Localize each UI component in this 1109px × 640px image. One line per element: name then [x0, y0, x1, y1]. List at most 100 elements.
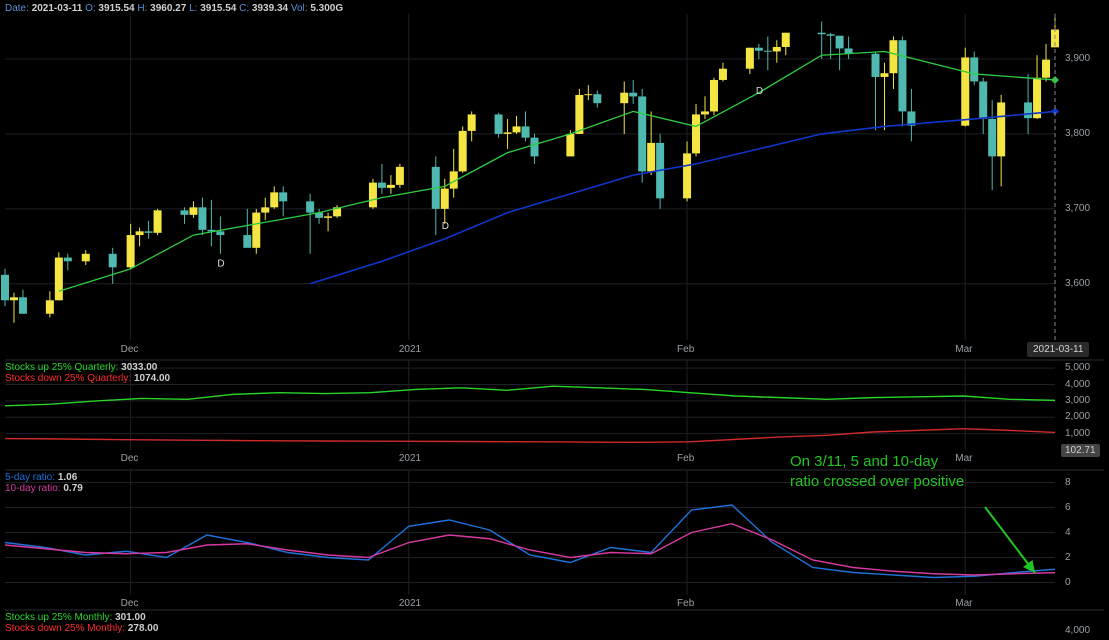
- candle: [189, 207, 197, 214]
- y-axis-tick: 2,000: [1065, 411, 1090, 422]
- candle: [988, 119, 996, 156]
- date-value: 2021-03-11: [32, 3, 83, 14]
- candle: [782, 33, 790, 47]
- y-axis-tick: 4,000: [1065, 625, 1090, 636]
- ratio10-line: 10-day ratio: 0.79: [5, 483, 83, 494]
- candle: [64, 258, 72, 262]
- h-label: H:: [137, 3, 147, 14]
- candle: [504, 132, 512, 133]
- monthly-dn-line: Stocks down 25% Monthly: 278.00: [5, 623, 158, 634]
- x-axis-tick: Mar: [955, 344, 972, 355]
- candle: [827, 34, 835, 35]
- h-value: 3960.27: [150, 3, 186, 14]
- candle: [719, 69, 727, 80]
- candle: [127, 235, 135, 267]
- candle: [970, 57, 978, 81]
- quarterly-dn-line: Stocks down 25% Quarterly: 1074.00: [5, 373, 170, 384]
- candle: [764, 51, 772, 52]
- dividend-marker: D: [756, 86, 763, 97]
- candle: [459, 131, 467, 171]
- candle: [683, 153, 691, 198]
- c-label: C:: [239, 3, 249, 14]
- x-axis-tick: Dec: [121, 344, 139, 355]
- x-axis-tick: Dec: [121, 453, 139, 464]
- candle: [136, 231, 144, 235]
- l-label: L:: [189, 3, 197, 14]
- candle: [692, 114, 700, 153]
- x-axis-tick: 2021: [399, 598, 421, 609]
- candle: [710, 80, 718, 111]
- o-label: O:: [85, 3, 96, 14]
- l-value: 3915.54: [200, 3, 236, 14]
- candle: [154, 210, 162, 232]
- x-axis-tick: Feb: [677, 453, 694, 464]
- candle: [746, 48, 754, 69]
- candle: [495, 114, 503, 133]
- candle: [55, 258, 63, 301]
- candle: [1, 275, 9, 300]
- m-dn-value: 278.00: [128, 623, 159, 634]
- chart-canvas[interactable]: DDD: [0, 0, 1109, 640]
- candle: [522, 126, 530, 137]
- candle: [773, 47, 781, 51]
- candle: [961, 57, 969, 125]
- crosshair-date-label: 2021-03-11: [1027, 342, 1089, 357]
- candle: [997, 102, 1005, 156]
- candle: [872, 54, 880, 77]
- y-axis-tick: 3,900: [1065, 53, 1090, 64]
- candle: [638, 96, 646, 171]
- candle: [10, 297, 18, 300]
- candle: [836, 36, 844, 49]
- q-dn-label: Stocks down 25% Quarterly:: [5, 373, 131, 384]
- q-up-value: 3033.00: [121, 362, 157, 373]
- candle: [109, 254, 117, 267]
- ratio5-value: 1.06: [58, 472, 77, 483]
- m-dn-label: Stocks down 25% Monthly:: [5, 623, 125, 634]
- x-axis-tick: Feb: [677, 598, 694, 609]
- candle: [979, 81, 987, 118]
- candle: [82, 254, 90, 261]
- candle: [252, 213, 260, 248]
- candle: [216, 231, 224, 235]
- y-axis-tick: 1,000: [1065, 428, 1090, 439]
- candle: [575, 95, 583, 134]
- candle: [584, 94, 592, 95]
- candle: [818, 33, 826, 34]
- candle: [898, 40, 906, 111]
- y-axis-tick: 4,000: [1065, 379, 1090, 390]
- candle: [180, 210, 188, 214]
- candle: [513, 126, 521, 132]
- candle: [324, 216, 332, 217]
- y-axis-tick: 0: [1065, 577, 1071, 588]
- y-axis-tick: 5,000: [1065, 362, 1090, 373]
- quarterly-side-value: 102.71: [1061, 444, 1100, 457]
- candle: [755, 48, 763, 51]
- monthly-up-line: Stocks up 25% Monthly: 301.00: [5, 612, 146, 623]
- candle: [145, 231, 153, 232]
- y-axis-tick: 3,600: [1065, 278, 1090, 289]
- m-up-label: Stocks up 25% Monthly:: [5, 612, 112, 623]
- candle: [261, 207, 269, 212]
- dividend-marker: D: [217, 258, 224, 269]
- candle: [701, 111, 709, 114]
- x-axis-tick: Mar: [955, 598, 972, 609]
- y-axis-tick: 3,800: [1065, 128, 1090, 139]
- candle: [620, 93, 628, 103]
- indicator-line: [5, 429, 1055, 443]
- vol-value: 5.300G: [310, 3, 343, 14]
- candle: [629, 93, 637, 97]
- x-axis-tick: 2021: [399, 344, 421, 355]
- y-axis-tick: 3,700: [1065, 203, 1090, 214]
- candle: [387, 185, 395, 188]
- candle: [243, 235, 251, 248]
- y-axis-tick: 2: [1065, 552, 1071, 563]
- candle: [880, 73, 888, 77]
- indicator-line: [5, 386, 1055, 406]
- y-axis-tick: 6: [1065, 502, 1071, 513]
- candle: [279, 192, 287, 201]
- indicator-line: [5, 524, 1055, 575]
- quarterly-up-line: Stocks up 25% Quarterly: 3033.00: [5, 362, 157, 373]
- candle: [270, 192, 278, 207]
- m-up-value: 301.00: [115, 612, 146, 623]
- candle: [1024, 102, 1032, 118]
